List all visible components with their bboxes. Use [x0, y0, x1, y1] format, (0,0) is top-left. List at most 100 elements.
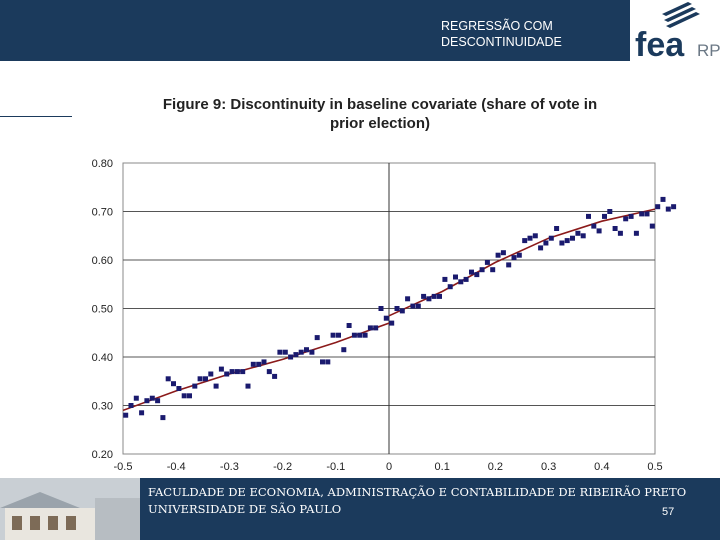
data-point	[612, 226, 618, 231]
data-point	[171, 381, 176, 387]
data-point	[559, 240, 565, 246]
data-point	[240, 369, 246, 375]
data-point	[325, 359, 331, 365]
data-point	[144, 398, 150, 404]
data-point	[208, 371, 214, 377]
data-point	[123, 412, 129, 418]
x-tick-label: -0.1	[326, 461, 345, 473]
data-point	[495, 252, 501, 258]
x-tick-label: 0.4	[594, 461, 609, 473]
data-point	[213, 383, 219, 389]
data-point	[192, 383, 198, 389]
data-point	[298, 349, 304, 355]
data-point	[623, 216, 629, 222]
data-point	[564, 238, 570, 244]
data-point	[474, 272, 480, 278]
data-point	[469, 269, 474, 275]
logo-stripes-icon	[662, 2, 700, 28]
data-point	[628, 213, 634, 219]
slide-title-line2: DESCONTINUIDADE	[441, 35, 562, 49]
fea-rp-logo: fea RP	[630, 0, 720, 64]
x-tick-label: -0.5	[114, 461, 133, 473]
data-point	[320, 359, 325, 365]
data-point	[591, 223, 597, 229]
data-point	[649, 223, 655, 229]
data-point	[463, 276, 469, 282]
data-point	[245, 383, 251, 389]
header-bar	[0, 0, 630, 61]
data-point	[330, 332, 336, 338]
data-point	[655, 204, 661, 210]
data-point	[277, 349, 283, 355]
data-point	[575, 230, 581, 236]
y-tick-label: 0.40	[92, 352, 113, 364]
data-point	[511, 255, 517, 261]
y-tick-label: 0.60	[92, 255, 113, 267]
data-point	[351, 332, 357, 338]
data-point	[367, 325, 373, 331]
data-point	[586, 213, 591, 219]
x-tick-label: 0.1	[435, 461, 450, 473]
data-point	[261, 359, 267, 365]
data-point	[133, 395, 139, 401]
data-point	[346, 323, 352, 328]
data-point	[639, 211, 645, 217]
y-tick-label: 0.80	[92, 158, 113, 170]
data-point	[660, 196, 666, 202]
data-point	[596, 228, 602, 234]
data-point	[336, 332, 341, 338]
data-point	[490, 267, 496, 273]
y-tick-label: 0.20	[92, 449, 113, 461]
data-point	[665, 206, 671, 212]
data-point	[389, 320, 395, 326]
data-point	[522, 238, 528, 244]
data-point	[341, 347, 347, 353]
figure-title: Figure 9: Discontinuity in baseline cova…	[110, 95, 650, 133]
data-point	[165, 376, 171, 382]
data-point	[506, 262, 512, 268]
data-point	[538, 245, 544, 251]
data-point	[633, 230, 639, 236]
data-point	[543, 240, 549, 246]
data-point	[671, 204, 677, 210]
data-point	[373, 325, 379, 331]
data-point	[405, 296, 411, 302]
data-point	[458, 279, 464, 285]
x-tick-label: -0.4	[167, 461, 186, 473]
data-point	[431, 293, 437, 299]
data-point	[155, 398, 161, 404]
data-point	[484, 259, 490, 265]
footer-line2: UNIVERSIDADE DE SÃO PAULO	[148, 502, 342, 516]
data-point	[357, 332, 363, 338]
data-point	[160, 415, 166, 421]
data-point	[548, 235, 554, 241]
data-point	[607, 209, 613, 214]
logo-suffix: RP	[697, 41, 720, 60]
data-point	[288, 354, 294, 360]
x-tick-label: -0.3	[220, 461, 239, 473]
data-point	[149, 395, 155, 401]
data-point	[293, 352, 299, 358]
data-point	[203, 376, 208, 382]
footer-line1: FACULDADE DE ECONOMIA, ADMINISTRAÇÃO E C…	[148, 485, 687, 499]
data-point	[197, 376, 203, 382]
data-point	[250, 361, 256, 367]
data-point	[479, 267, 485, 273]
fit-line-left	[122, 322, 390, 412]
data-point	[378, 306, 384, 311]
left-divider	[0, 116, 72, 117]
data-point	[442, 276, 448, 282]
y-tick-label: 0.70	[92, 207, 113, 219]
data-point	[644, 211, 650, 217]
data-point	[437, 293, 442, 299]
data-point	[362, 332, 368, 338]
data-point	[383, 315, 389, 321]
data-point	[500, 250, 506, 256]
data-point	[187, 393, 192, 399]
slide-title: REGRESSÃO COM DESCONTINUIDADE	[441, 18, 562, 50]
logo-text: fea	[635, 26, 685, 61]
data-point	[229, 369, 235, 375]
data-point	[415, 303, 421, 309]
data-point	[181, 393, 187, 399]
